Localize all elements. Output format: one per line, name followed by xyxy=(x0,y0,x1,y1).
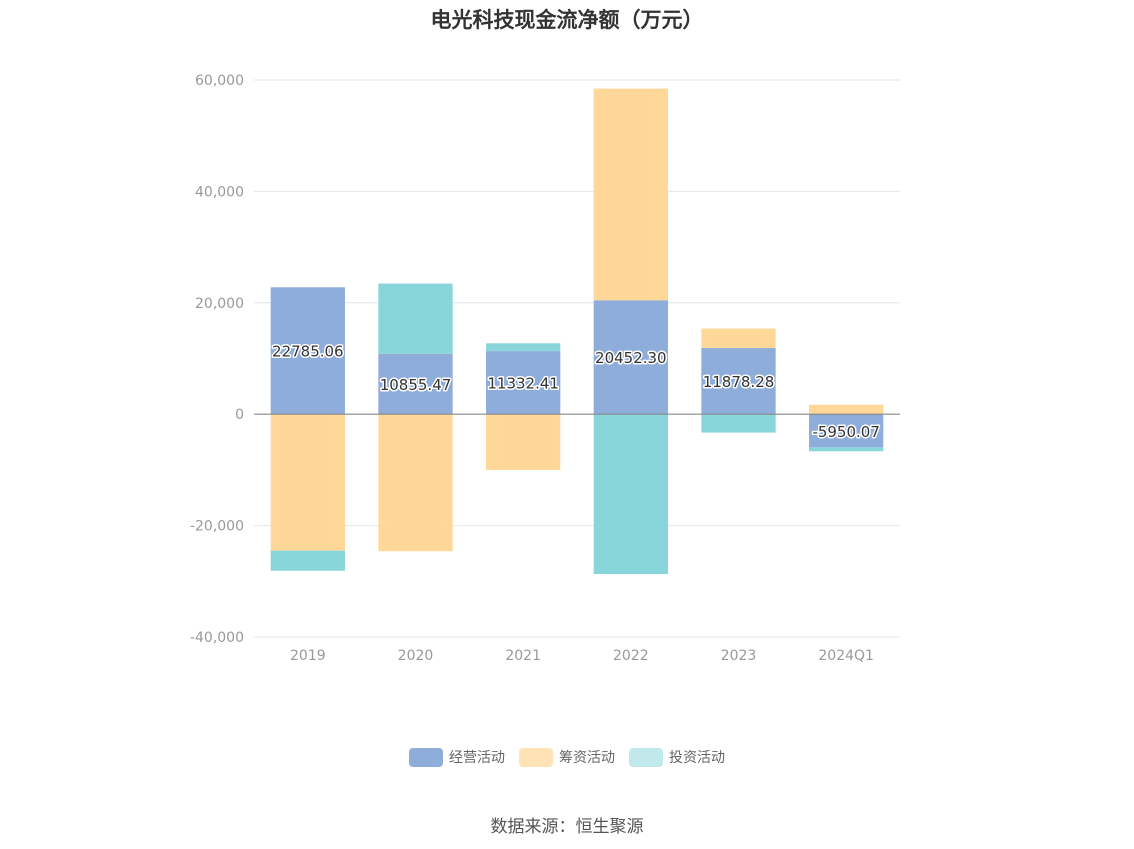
bar-segment xyxy=(486,414,561,470)
legend: 经营活动 筹资活动 投资活动 xyxy=(0,747,1134,767)
legend-label: 经营活动 xyxy=(449,750,505,766)
data-label: 11332.41 xyxy=(487,375,559,393)
legend-swatch xyxy=(519,747,553,767)
x-tick-label: 2020 xyxy=(398,648,434,664)
data-label: -5950.07 xyxy=(812,423,879,441)
bar-segment xyxy=(593,414,668,575)
legend-item[interactable]: 投资活动 xyxy=(629,747,725,767)
y-tick-label: 20,000 xyxy=(195,296,244,312)
bar-segment xyxy=(270,287,345,415)
bar-segment xyxy=(486,351,561,415)
data-label: 20452.30 xyxy=(595,349,667,367)
legend-swatch xyxy=(629,747,663,767)
x-tick-label: 2019 xyxy=(290,648,326,664)
bar-segment xyxy=(593,88,668,301)
y-tick-label: -40,000 xyxy=(190,630,244,646)
x-tick-label: 2022 xyxy=(613,648,649,664)
bar-segment xyxy=(809,404,884,415)
data-label: 22785.06 xyxy=(272,343,344,361)
bar-segment xyxy=(270,550,345,571)
chart-plot: 60,000 40,000 20,000 0 -20,000 -40,000 2019 202… xyxy=(190,73,900,664)
bar-segment xyxy=(593,300,668,415)
legend-label: 投资活动 xyxy=(669,750,725,766)
x-tick-label: 2024Q1 xyxy=(818,648,874,664)
bar-segment xyxy=(809,414,884,448)
bar-segment xyxy=(378,414,453,552)
bar-segment xyxy=(378,283,453,354)
legend-swatch xyxy=(409,747,443,767)
bar-segment xyxy=(701,414,776,433)
x-tick-label: 2021 xyxy=(505,648,541,664)
x-tick-label: 2023 xyxy=(721,648,757,664)
chart-title: 电光科技现金流净额（万元） xyxy=(430,8,704,32)
bar-segment xyxy=(486,343,561,352)
legend-label: 筹资活动 xyxy=(559,750,615,766)
legend-item[interactable]: 经营活动 xyxy=(409,747,505,767)
data-source-note: 数据来源：恒生聚源 xyxy=(490,817,644,837)
bar-segment xyxy=(701,348,776,415)
bar-segment xyxy=(809,447,884,452)
y-tick-label: 0 xyxy=(235,407,244,423)
data-label: 10855.47 xyxy=(380,376,452,394)
bar-segment xyxy=(701,328,776,349)
bar-segment xyxy=(378,353,453,415)
y-tick-label: -20,000 xyxy=(190,519,244,535)
y-tick-label: 40,000 xyxy=(195,184,244,200)
legend-item[interactable]: 筹资活动 xyxy=(519,747,615,767)
y-tick-label: 60,000 xyxy=(195,73,244,89)
data-label: 11878.28 xyxy=(703,373,775,391)
bar-segment xyxy=(270,414,345,551)
